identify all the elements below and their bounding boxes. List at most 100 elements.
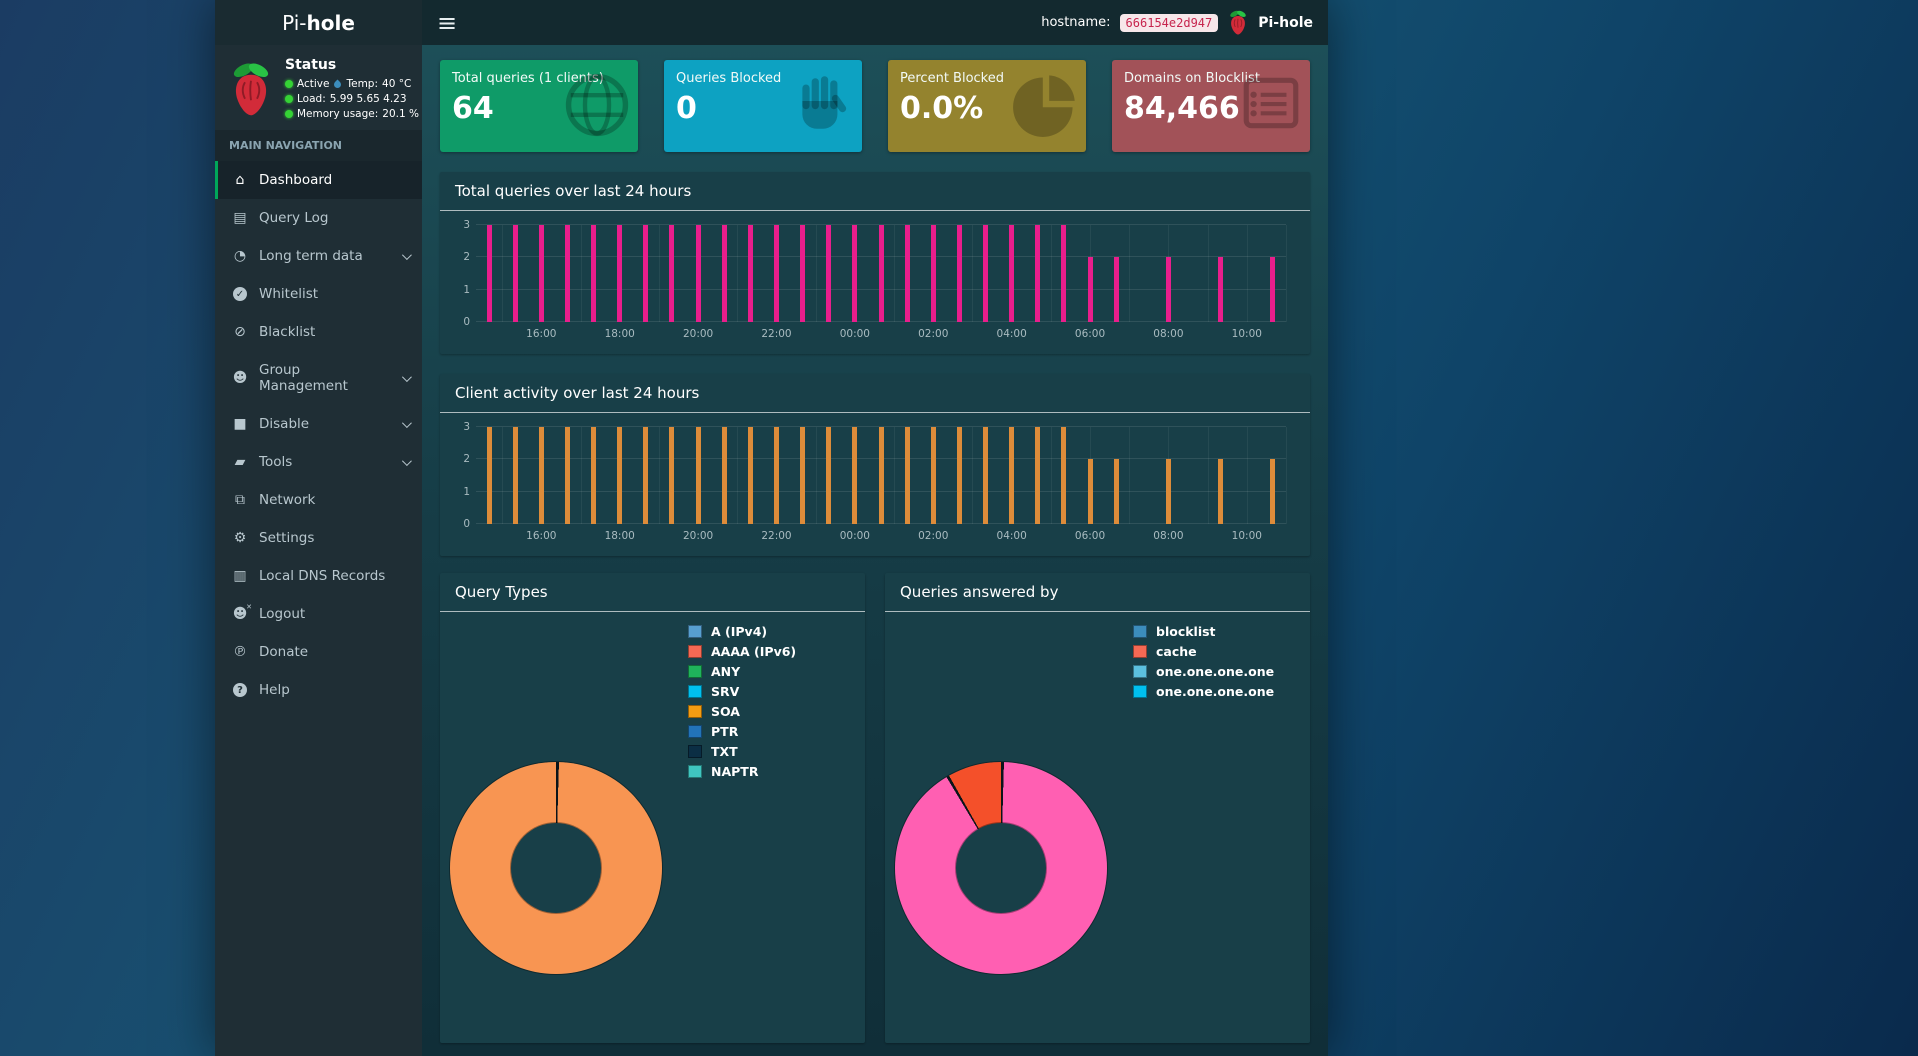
folder-icon: ▰ <box>234 454 246 470</box>
raspberry-icon <box>1230 10 1247 35</box>
x-axis-label: 10:00 <box>1231 328 1262 340</box>
sidebar-toggle-button[interactable]: ≡ <box>437 8 458 37</box>
bar <box>617 225 623 322</box>
x-axis-label: 04:00 <box>996 530 1027 542</box>
sitemap-icon: ⧉ <box>235 492 245 508</box>
sidebar-item-donate[interactable]: ℗ Donate <box>215 633 422 671</box>
status-ok-icon <box>285 80 293 88</box>
bar <box>512 225 518 322</box>
card-title: Queries Blocked <box>676 71 782 86</box>
legend-item[interactable]: PTR <box>688 724 796 739</box>
sidebar-item-group-management[interactable]: ☻ Group Management <box>215 351 422 405</box>
x-gridline <box>1286 427 1287 524</box>
sidebar-item-whitelist[interactable]: ✓ Whitelist <box>215 275 422 313</box>
home-icon: ⌂ <box>235 172 245 188</box>
x-axis-label: 08:00 <box>1153 530 1184 542</box>
bar <box>904 427 910 524</box>
legend-swatch <box>1133 685 1147 698</box>
user-logout-icon: ☻ <box>231 603 252 622</box>
hostname-badge: 666154e2d947 <box>1119 13 1219 32</box>
bar <box>878 427 884 524</box>
legend-item[interactable]: ANY <box>688 664 796 679</box>
chart-body: A (IPv4) AAAA (IPv6) ANY SRV SOA PTR TXT NAPTR <box>440 612 865 1040</box>
bar <box>695 225 701 322</box>
pihole-admin-window: Pi-hole ≡ hostname: 666154e2d947 Pi-hole <box>215 0 1328 1056</box>
brand-logo[interactable]: Pi-hole <box>215 0 422 45</box>
legend-item[interactable]: A (IPv4) <box>688 624 796 639</box>
legend-item[interactable]: NAPTR <box>688 764 796 779</box>
legend-item[interactable]: SRV <box>688 684 796 699</box>
status-active-label: Active <box>297 78 330 90</box>
legend-label: NAPTR <box>711 764 759 779</box>
x-gridline <box>972 427 974 524</box>
sidebar-item-help[interactable]: ? Help <box>215 671 422 709</box>
sidebar-item-long-term-data[interactable]: ◔ Long term data <box>215 237 422 275</box>
x-gridline <box>894 225 896 322</box>
legend-label: A (IPv4) <box>711 624 768 639</box>
sidebar-item-label: Blacklist <box>259 324 316 340</box>
legend-item[interactable]: SOA <box>688 704 796 719</box>
legend-item[interactable]: AAAA (IPv6) <box>688 644 796 659</box>
bar <box>904 225 910 322</box>
client-activity-bar-chart: 0 1 2 3 16:00 18:00 20:00 22:00 00:00 02:00 04:00 0… <box>463 421 1287 542</box>
sidebar-item-tools[interactable]: ▰ Tools <box>215 443 422 481</box>
legend-item[interactable]: one.one.one.one <box>1133 664 1274 679</box>
bar <box>591 427 597 524</box>
x-axis-label: 08:00 <box>1153 328 1184 340</box>
y-gridline <box>476 224 1286 225</box>
bar <box>1218 257 1224 322</box>
y-axis-label: 2 <box>463 251 470 264</box>
address-book-icon: ▥ <box>233 568 247 584</box>
legend-label: one.one.one.one <box>1156 684 1275 699</box>
temp-label: Temp: <box>346 78 379 90</box>
bar <box>878 225 884 322</box>
hostname-label: hostname: <box>1041 15 1111 30</box>
legend-item[interactable]: cache <box>1133 644 1274 659</box>
legend-label: AAAA (IPv6) <box>711 644 797 659</box>
legend-item[interactable]: one.one.one.one <box>1133 684 1274 699</box>
memory-value: 20.1 % <box>382 108 419 120</box>
card-value: 0.0% <box>900 91 984 126</box>
sidebar-item-label: Long term data <box>259 248 363 264</box>
legend-item[interactable]: blocklist <box>1133 624 1274 639</box>
bar <box>930 427 936 524</box>
sidebar-item-disable[interactable]: ■ Disable <box>215 405 422 443</box>
sidebar-item-label: Local DNS Records <box>259 568 386 584</box>
bar <box>1270 257 1276 322</box>
x-gridline <box>502 225 504 322</box>
sidebar-item-label: Whitelist <box>259 286 319 302</box>
sidebar-item-logout[interactable]: ☻ Logout <box>215 595 422 633</box>
sidebar-item-blacklist[interactable]: ⊘ Blacklist <box>215 313 422 351</box>
card-value: 64 <box>452 91 494 126</box>
sidebar-item-query-log[interactable]: ▤ Query Log <box>215 199 422 237</box>
bar <box>721 225 727 322</box>
sidebar-item-local-dns-records[interactable]: ▥ Local DNS Records <box>215 557 422 595</box>
total-queries-bar-chart: 0 1 2 3 16:00 18:00 20:00 22:00 00:00 02:00 04:00 0… <box>463 219 1287 340</box>
sidebar-item-settings[interactable]: ⚙ Settings <box>215 519 422 557</box>
nav-section-header: MAIN NAVIGATION <box>215 130 422 161</box>
sidebar-item-label: Query Log <box>259 210 329 226</box>
sidebar-item-network[interactable]: ⧉ Network <box>215 481 422 519</box>
y-axis-label: 1 <box>463 283 470 296</box>
hand-icon <box>790 70 856 140</box>
legend-swatch <box>1133 645 1147 658</box>
x-axis-label: 16:00 <box>526 530 557 542</box>
legend-label: blocklist <box>1156 624 1216 639</box>
sidebar-item-dashboard[interactable]: ⌂ Dashboard <box>215 161 422 199</box>
pie-chart-icon <box>1012 70 1080 142</box>
load-label: Load: <box>297 93 326 105</box>
bar <box>564 427 570 524</box>
status-panel: Status Active Temp: 40 °C Load: 5.99 5.6… <box>215 45 422 130</box>
navbar-main: ≡ hostname: 666154e2d947 Pi-hole <box>422 0 1328 45</box>
bar <box>643 427 649 524</box>
paypal-icon: ℗ <box>233 644 247 660</box>
total-queries-panel: Total queries over last 24 hours 0 1 2 3 16:… <box>440 172 1310 354</box>
panel-title: Total queries over last 24 hours <box>440 172 1310 211</box>
sidebar-item-label: Logout <box>259 606 306 622</box>
legend-item[interactable]: TXT <box>688 744 796 759</box>
x-axis-label: 20:00 <box>682 530 714 542</box>
legend-swatch <box>688 645 702 658</box>
legend-swatch <box>688 685 702 698</box>
bar <box>800 225 806 322</box>
x-axis-label: 00:00 <box>839 328 870 340</box>
